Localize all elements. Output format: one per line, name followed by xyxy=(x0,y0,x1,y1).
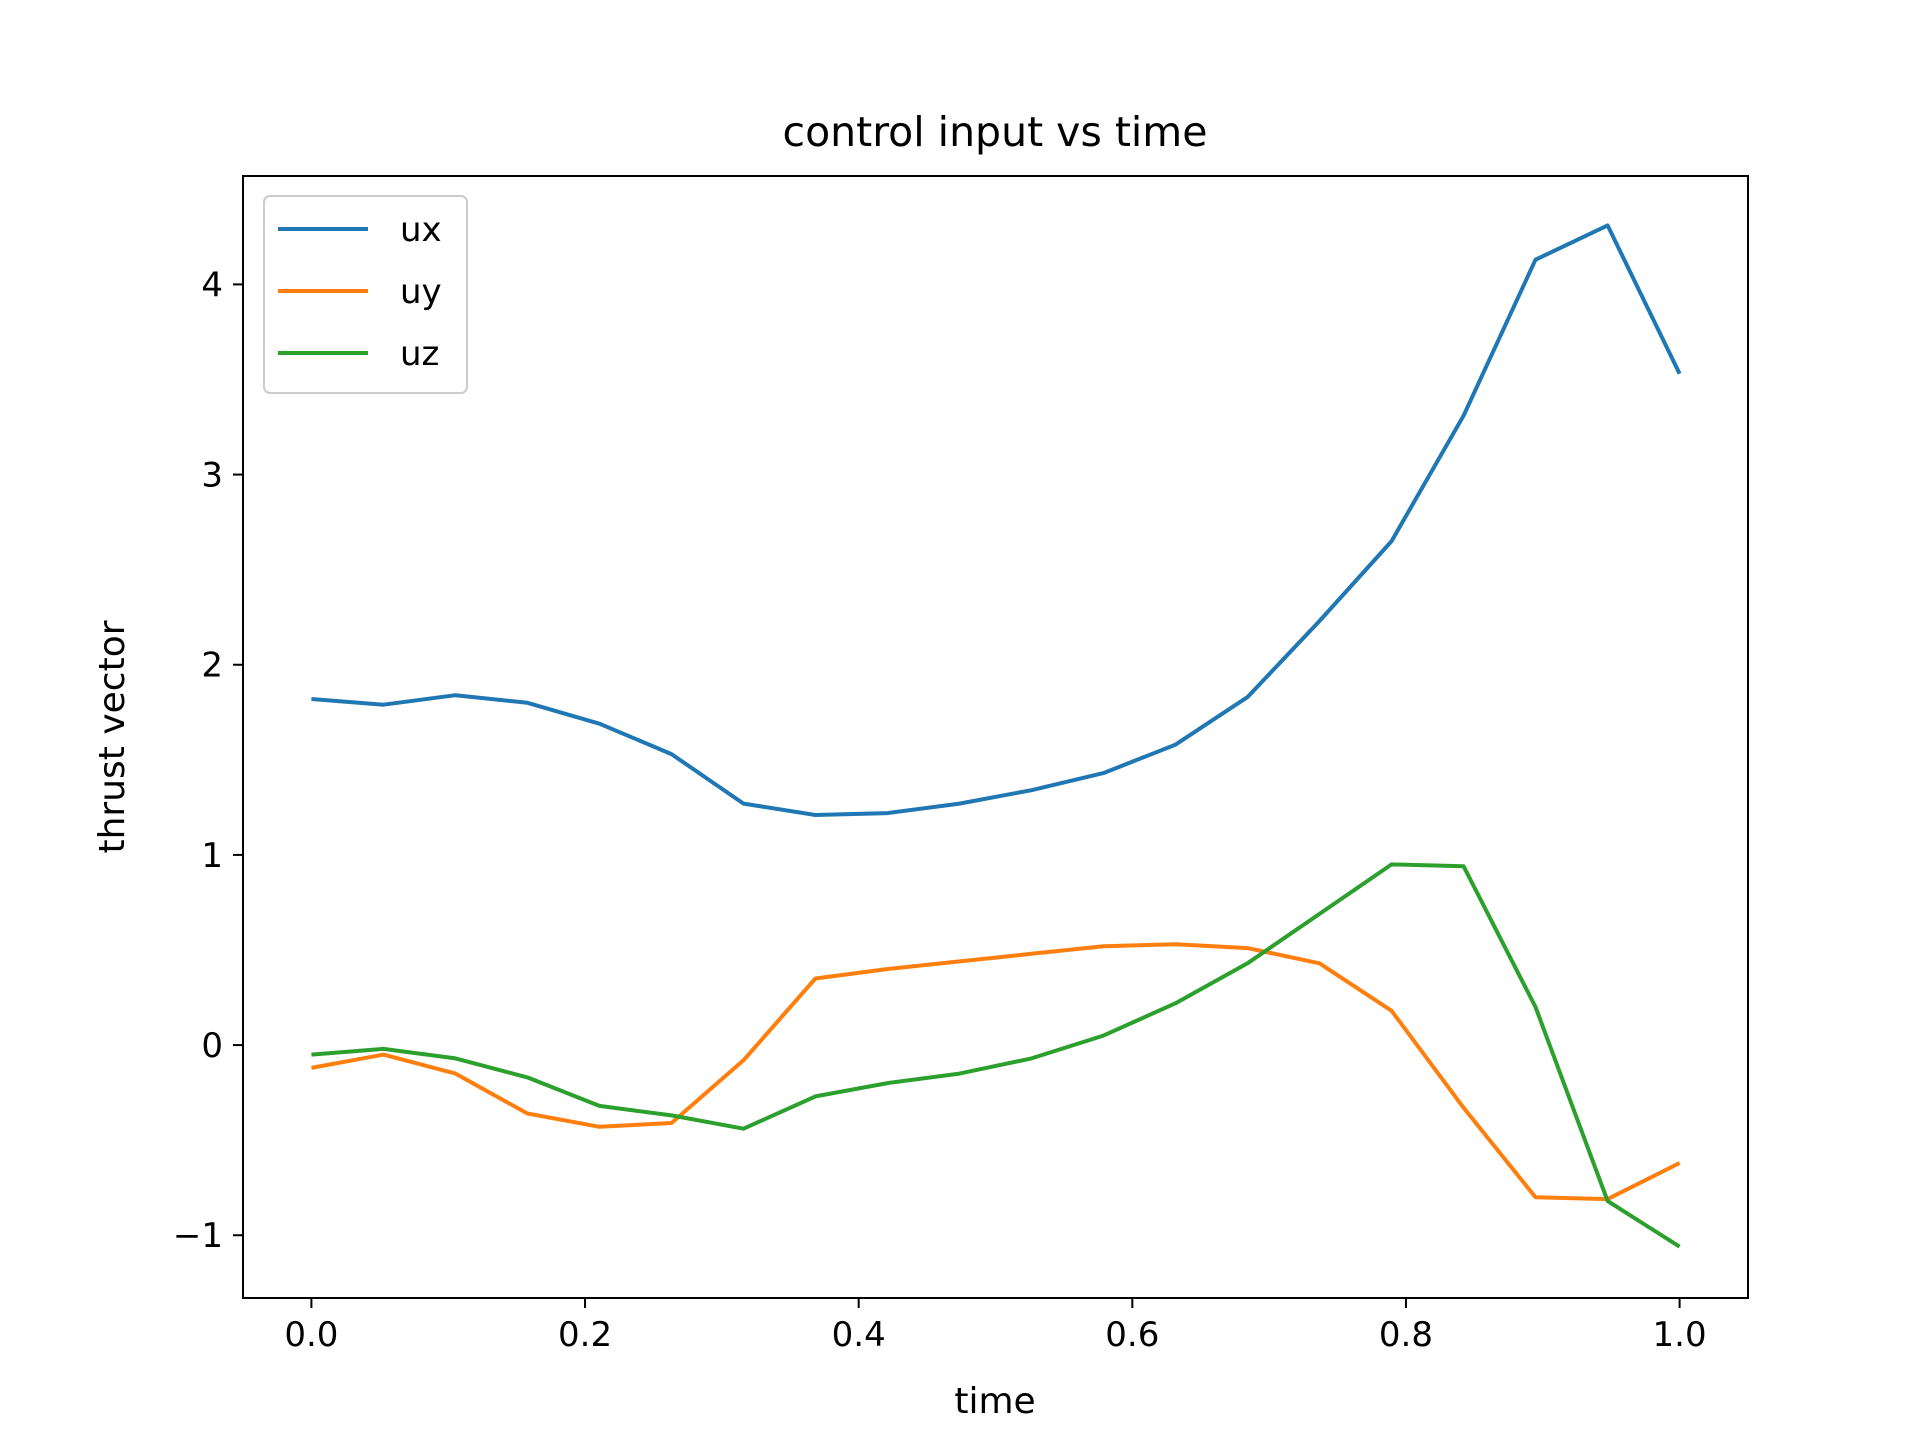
y-tick-label: 4 xyxy=(201,265,223,305)
x-tick-label: 0.2 xyxy=(558,1315,612,1355)
y-tick-label: 2 xyxy=(201,646,223,686)
y-tick-label: −1 xyxy=(173,1216,223,1256)
x-tick-label: 0.8 xyxy=(1379,1315,1433,1355)
chart-title: control input vs time xyxy=(783,108,1208,156)
y-tick-label: 0 xyxy=(201,1026,223,1066)
legend: ux uy uz xyxy=(263,195,468,394)
legend-box xyxy=(263,195,468,394)
legend-label-uz: uz xyxy=(400,334,439,374)
x-axis: 0.0 0.2 0.4 0.6 0.8 1.0 xyxy=(284,1298,1707,1355)
series-layer xyxy=(311,223,1682,1249)
legend-label-uy: uy xyxy=(400,272,442,312)
legend-label-ux: ux xyxy=(400,210,442,250)
plot-area xyxy=(243,176,1748,1298)
plot-frame xyxy=(242,175,1749,1299)
x-tick-label: 0.4 xyxy=(832,1315,886,1355)
y-tick-label: 1 xyxy=(201,836,223,876)
y-axis: −1 0 1 2 3 4 xyxy=(173,265,243,1256)
x-tick-label: 1.0 xyxy=(1653,1315,1707,1355)
series-line-ux xyxy=(311,223,1682,817)
y-axis-label: thrust vector xyxy=(92,620,133,853)
series-line-uz xyxy=(311,862,1681,1249)
y-tick-label: 3 xyxy=(201,456,223,496)
x-tick-label: 0.0 xyxy=(284,1315,338,1355)
x-tick-label: 0.6 xyxy=(1105,1315,1159,1355)
series-line-uy xyxy=(311,942,1681,1202)
x-axis-label: time xyxy=(954,1381,1035,1422)
